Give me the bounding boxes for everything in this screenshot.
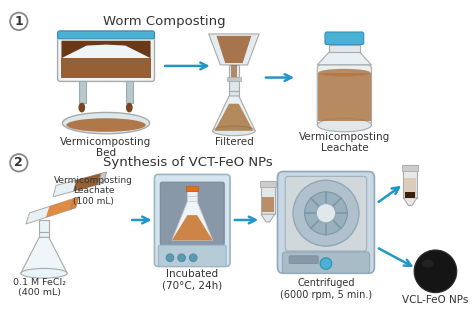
Polygon shape xyxy=(213,96,255,131)
Polygon shape xyxy=(317,52,372,65)
Bar xyxy=(403,165,417,198)
Bar xyxy=(329,45,360,52)
Polygon shape xyxy=(21,237,67,273)
Text: Vermicomposting
Leachate
(100 mL): Vermicomposting Leachate (100 mL) xyxy=(54,176,133,206)
Circle shape xyxy=(166,254,174,262)
Circle shape xyxy=(293,180,359,246)
Bar xyxy=(229,65,239,77)
Polygon shape xyxy=(39,232,49,237)
FancyBboxPatch shape xyxy=(317,65,372,125)
Bar xyxy=(229,81,239,91)
Text: Filtered: Filtered xyxy=(215,138,253,148)
FancyBboxPatch shape xyxy=(57,31,155,81)
Bar xyxy=(405,192,415,198)
FancyBboxPatch shape xyxy=(155,175,230,267)
Bar xyxy=(186,186,198,191)
Ellipse shape xyxy=(126,103,133,112)
Text: Synthesis of VCT-FeO NPs: Synthesis of VCT-FeO NPs xyxy=(103,156,273,169)
FancyBboxPatch shape xyxy=(158,245,226,267)
Ellipse shape xyxy=(318,69,371,77)
Polygon shape xyxy=(172,215,213,240)
Polygon shape xyxy=(53,173,101,197)
Bar xyxy=(62,58,151,78)
FancyBboxPatch shape xyxy=(283,252,370,273)
FancyBboxPatch shape xyxy=(277,171,374,273)
Ellipse shape xyxy=(63,112,150,134)
Ellipse shape xyxy=(422,260,434,268)
FancyBboxPatch shape xyxy=(325,32,364,45)
Polygon shape xyxy=(215,104,253,131)
Polygon shape xyxy=(229,91,239,96)
Polygon shape xyxy=(98,172,107,185)
Text: 2: 2 xyxy=(14,156,23,169)
Bar xyxy=(79,81,86,103)
FancyBboxPatch shape xyxy=(57,31,155,39)
Circle shape xyxy=(316,203,336,223)
Circle shape xyxy=(189,254,197,262)
Bar xyxy=(231,65,237,77)
Polygon shape xyxy=(261,214,274,222)
FancyBboxPatch shape xyxy=(285,176,367,251)
Bar xyxy=(127,81,133,103)
Ellipse shape xyxy=(66,118,146,132)
Bar xyxy=(187,186,197,196)
Bar xyxy=(260,181,275,187)
Circle shape xyxy=(10,154,27,171)
Bar xyxy=(261,181,274,214)
Text: 1: 1 xyxy=(14,15,23,28)
Ellipse shape xyxy=(317,118,372,132)
Ellipse shape xyxy=(78,103,85,112)
Bar xyxy=(39,220,49,232)
Bar xyxy=(404,178,416,198)
Text: Vermicomposting
Bed: Vermicomposting Bed xyxy=(60,137,152,158)
Polygon shape xyxy=(26,198,74,224)
Bar xyxy=(227,77,241,81)
Text: Vermicomposting
Leachate: Vermicomposting Leachate xyxy=(299,132,390,153)
Polygon shape xyxy=(403,198,417,205)
Ellipse shape xyxy=(21,268,67,278)
Text: VCL-FeO NPs: VCL-FeO NPs xyxy=(402,295,469,306)
Polygon shape xyxy=(209,34,259,65)
Polygon shape xyxy=(46,198,74,218)
Bar xyxy=(318,73,371,121)
Bar xyxy=(262,197,273,212)
Polygon shape xyxy=(217,36,251,63)
Circle shape xyxy=(320,258,332,269)
Polygon shape xyxy=(187,196,197,202)
Ellipse shape xyxy=(213,126,255,136)
Text: 0.1 M FeCl₂
(400 mL): 0.1 M FeCl₂ (400 mL) xyxy=(13,278,66,297)
FancyBboxPatch shape xyxy=(160,182,224,245)
Polygon shape xyxy=(70,197,79,210)
Polygon shape xyxy=(73,173,101,191)
Circle shape xyxy=(305,192,347,235)
Text: Centrifuged
(6000 rpm, 5 min.): Centrifuged (6000 rpm, 5 min.) xyxy=(280,278,372,300)
Circle shape xyxy=(178,254,185,262)
Polygon shape xyxy=(172,202,213,240)
Circle shape xyxy=(414,250,457,293)
Text: Incubated
(70°C, 24h): Incubated (70°C, 24h) xyxy=(162,269,222,291)
Polygon shape xyxy=(62,41,151,58)
Bar xyxy=(402,165,418,171)
Circle shape xyxy=(10,13,27,30)
Text: Worm Composting: Worm Composting xyxy=(103,15,226,28)
FancyBboxPatch shape xyxy=(289,256,318,263)
